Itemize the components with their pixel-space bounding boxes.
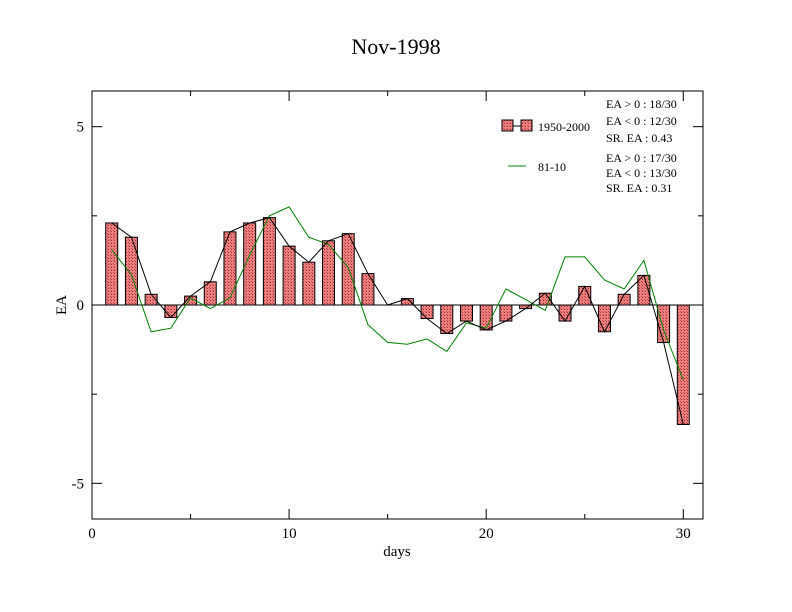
stats-8110-line-2: EA < 0 : 13/30: [606, 166, 677, 180]
y-tick-label-0: 0: [77, 298, 85, 314]
bar-day-12: [322, 240, 336, 306]
bar-day-1: [105, 222, 119, 306]
x-axis-label: days: [383, 544, 411, 560]
plot-area: 0 10 20 30 -5 0 5: [72, 90, 704, 542]
bar-day-10: [282, 245, 296, 306]
stats-8110-line-3: SR. EA : 0.31: [606, 181, 672, 195]
bar-day-17: [420, 304, 434, 320]
legend-entry-1950-2000: 1950-2000: [501, 119, 590, 134]
bar-day-13: [341, 233, 355, 306]
series-line-81-10: [111, 206, 684, 381]
bar-day-29: [657, 304, 671, 343]
y-tick-label--5: -5: [72, 476, 85, 492]
x-tick-label-10: 10: [282, 526, 297, 542]
bar-day-19: [459, 304, 473, 322]
chart-title: Nov-1998: [351, 34, 440, 59]
stats-1950-line-2: EA < 0 : 12/30: [606, 114, 677, 128]
bar-day-26: [597, 304, 611, 333]
bar-day-4: [164, 304, 178, 318]
x-tick-label-0: 0: [88, 526, 96, 542]
bar-day-11: [302, 261, 316, 306]
series-line-1950-2000: [111, 217, 684, 425]
y-axis-label: EA: [54, 295, 70, 315]
bar-day-9: [262, 217, 276, 306]
legend-label-1950-2000: 1950-2000: [538, 120, 590, 134]
bar-day-14: [361, 273, 375, 306]
bar-day-2: [124, 236, 138, 306]
x-tick-label-20: 20: [479, 526, 494, 542]
stats-1950-line-1: EA > 0 : 18/30: [606, 97, 677, 111]
stats-8110-line-1: EA > 0 : 17/30: [606, 151, 677, 165]
x-tick-label-30: 30: [676, 526, 691, 542]
legend-swatch-1950-2000-2: [520, 119, 533, 132]
y-tick-label-5: 5: [77, 120, 85, 136]
bar-day-18: [440, 304, 454, 335]
legend-swatch-1950-2000: [501, 119, 514, 132]
legend-entry-81-10: 81-10: [508, 160, 566, 174]
stats-1950-line-3: SR. EA : 0.43: [606, 131, 672, 145]
legend: 1950-2000 81-10 EA > 0 : 18/30 EA < 0 : …: [501, 97, 677, 195]
bar-day-20: [479, 304, 493, 331]
legend-label-81-10: 81-10: [538, 160, 566, 174]
